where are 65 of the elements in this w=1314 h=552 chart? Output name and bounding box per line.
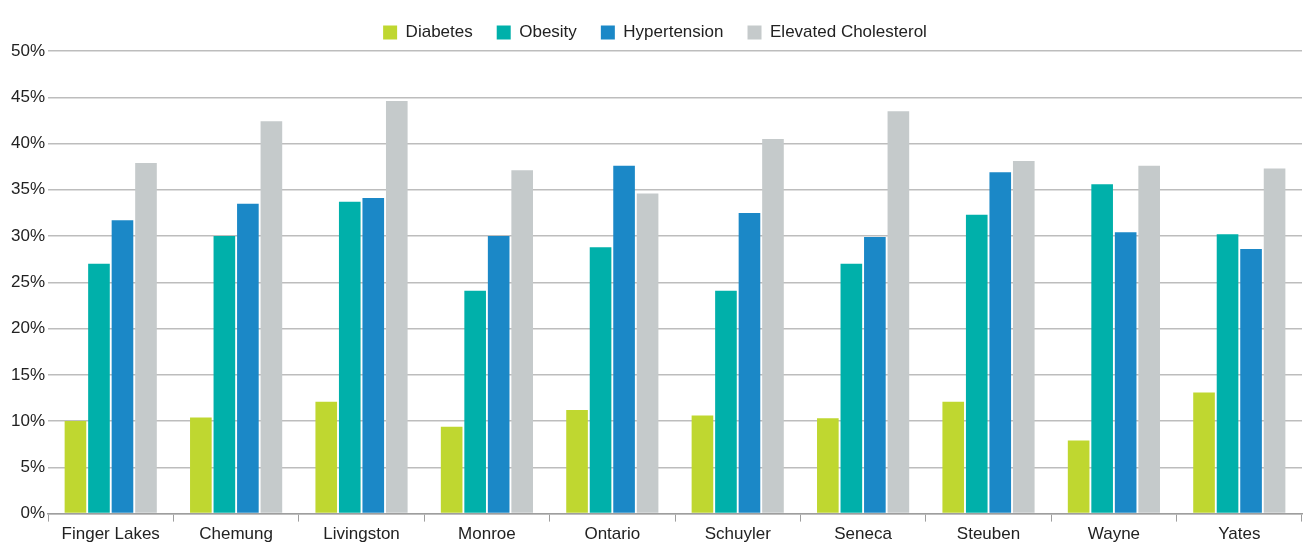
bar <box>1216 234 1239 513</box>
bar <box>589 247 612 513</box>
bar <box>989 172 1012 513</box>
bar <box>1193 392 1215 513</box>
bar <box>487 236 510 513</box>
bar <box>762 138 784 513</box>
y-tick-label: 10% <box>10 410 46 430</box>
bar <box>135 162 157 513</box>
bar <box>362 198 385 513</box>
x-tick-label: Yates <box>1218 524 1261 544</box>
bar <box>738 212 761 513</box>
bar <box>864 236 886 513</box>
bar <box>1067 440 1090 513</box>
bar <box>1240 248 1262 513</box>
x-tick-label: Wayne <box>1087 524 1141 544</box>
bar <box>1263 168 1286 513</box>
y-tick-label: 30% <box>10 225 46 245</box>
x-tick-label: Monroe <box>458 524 516 544</box>
bar <box>315 401 338 513</box>
bar <box>213 236 236 513</box>
x-tick-label: Livingston <box>323 524 400 544</box>
y-tick-label: 20% <box>10 318 46 338</box>
bar <box>691 415 714 513</box>
bar <box>840 263 863 513</box>
y-tick-label: 5% <box>20 457 46 477</box>
bar <box>1138 165 1160 513</box>
y-tick-label: 45% <box>10 86 46 106</box>
y-tick-label: 0% <box>20 503 46 523</box>
bar <box>817 418 839 513</box>
y-tick-label: 15% <box>10 364 46 384</box>
x-tick-label: Ontario <box>584 524 641 544</box>
bar <box>1012 161 1035 513</box>
bar <box>511 170 533 513</box>
bar <box>338 201 361 513</box>
bar <box>464 290 486 513</box>
bar <box>260 121 283 513</box>
bar <box>613 165 635 513</box>
bar <box>88 263 110 513</box>
bar <box>1091 184 1113 513</box>
bar <box>965 214 988 513</box>
bar <box>636 193 659 513</box>
bar <box>385 100 408 513</box>
bar <box>566 409 588 513</box>
bar <box>887 111 910 513</box>
legend-label: Obesity <box>519 22 578 42</box>
y-tick-label: 25% <box>10 271 46 291</box>
bar <box>237 203 259 513</box>
bar <box>440 426 463 513</box>
legend-label: Diabetes <box>405 22 473 42</box>
bar <box>190 417 212 513</box>
legend-label: Elevated Cholesterol <box>770 22 927 42</box>
bar <box>715 290 737 513</box>
bar <box>64 421 87 513</box>
bar <box>1114 232 1137 513</box>
x-tick-label: Seneca <box>834 524 893 544</box>
x-tick-label: Chemung <box>199 524 273 544</box>
bar <box>111 220 134 513</box>
bar <box>942 401 965 513</box>
x-tick-label: Finger Lakes <box>61 524 160 544</box>
y-tick-label: 40% <box>10 133 46 153</box>
legend-label: Hypertension <box>623 22 724 42</box>
x-tick-label: Schuyler <box>704 524 772 544</box>
y-tick-label: 35% <box>10 179 46 199</box>
y-tick-label: 50% <box>10 40 46 60</box>
x-tick-label: Steuben <box>956 524 1021 544</box>
